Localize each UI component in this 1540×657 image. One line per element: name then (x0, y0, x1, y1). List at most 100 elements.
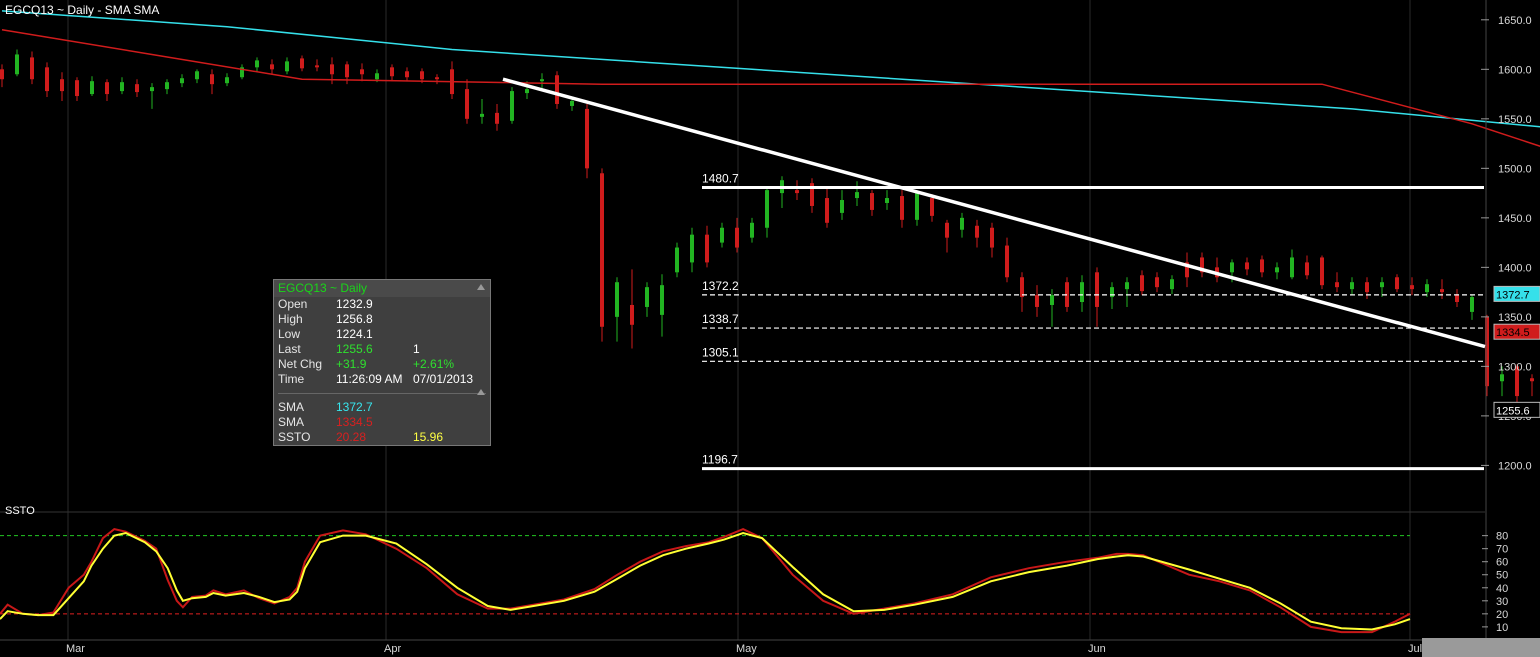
candle-body (120, 82, 124, 92)
candle-body (675, 247, 679, 273)
candle-body (645, 287, 649, 307)
low-value: 1224.1 (336, 327, 373, 341)
candle-body (1125, 282, 1129, 290)
candle-body (930, 198, 934, 216)
candle-body (480, 113, 484, 117)
candle-body (735, 227, 739, 248)
candle-body (555, 75, 559, 104)
candle-body (1080, 282, 1084, 303)
sma-fast-label: SMA (278, 415, 305, 429)
candle-body (1425, 284, 1429, 293)
panel-divider (278, 389, 486, 395)
candle-body (345, 64, 349, 78)
candle-body (885, 198, 889, 203)
candle-body (525, 89, 529, 94)
low-label: Low (278, 327, 301, 341)
candle-body (855, 192, 859, 199)
ssto-row: SSTO 20.28 15.96 (274, 430, 490, 445)
candle-body (1515, 366, 1519, 397)
candle-body (1335, 282, 1339, 288)
candle-body (1050, 295, 1054, 305)
candle-body (825, 198, 829, 223)
candle-body (1200, 257, 1204, 273)
ssto-d-line (0, 531, 1411, 631)
candle-body (540, 79, 544, 82)
candle-body (1440, 289, 1444, 293)
candle-body (1485, 316, 1489, 387)
y-tick-label: 1550.0 (1498, 114, 1532, 126)
ssto-lines (0, 528, 1411, 634)
candle-body (135, 84, 139, 93)
x-tick-label: Mar (66, 643, 85, 655)
candle-body (915, 193, 919, 220)
candle-body (615, 282, 619, 317)
y-tick-label: 1300.0 (1498, 361, 1532, 373)
low-row: Low 1224.1 (274, 327, 490, 342)
level-label: 1338.7 (702, 312, 739, 326)
ssto-label: SSTO (5, 505, 35, 517)
sma-slow-line (1, 10, 1540, 128)
candle-body (1500, 374, 1504, 382)
level-label: 1480.7 (702, 171, 739, 185)
candle-body (45, 67, 49, 92)
candle-body (1005, 245, 1009, 278)
y-tick-label: 1350.0 (1498, 312, 1532, 324)
sma-slow-value: 1372.7 (336, 400, 373, 414)
candle-body (270, 64, 274, 70)
high-label: High (278, 312, 303, 326)
candle-body (75, 80, 79, 97)
data-window-header[interactable]: EGCQ13 ~ Daily (274, 280, 490, 297)
candle-body (435, 77, 439, 80)
candle-body (1365, 282, 1369, 293)
ssto-d-value: 15.96 (413, 430, 444, 444)
y-tick-label: 1600.0 (1498, 64, 1532, 76)
candle-body (1395, 277, 1399, 290)
candle-body (150, 87, 154, 92)
candle-body (1155, 277, 1159, 288)
candle-body (1380, 282, 1384, 288)
candles (0, 49, 1534, 404)
price-tag-box (1493, 323, 1540, 340)
candle-body (750, 222, 754, 238)
x-tick-label: Apr (384, 643, 401, 655)
candle-body (180, 78, 184, 84)
price-tag-label: 1334.5 (1496, 327, 1530, 339)
sma-fast-value: 1334.5 (336, 415, 373, 429)
collapse-up-icon[interactable] (477, 284, 485, 290)
ssto-y-tick-label: 50 (1496, 570, 1508, 582)
sma-slow-label: SMA (278, 400, 305, 414)
candle-body (0, 69, 4, 80)
open-value: 1232.9 (336, 297, 373, 311)
net-chg-row: Net Chg +31.9 +2.61% (274, 357, 490, 372)
candle-body (1320, 257, 1324, 286)
sma-lines (1, 10, 1540, 147)
candle-body (105, 82, 109, 95)
price-tag-label: 1255.6 (1496, 405, 1530, 417)
candle-body (90, 81, 94, 95)
candle-body (600, 173, 604, 327)
candle-body (570, 101, 574, 106)
candle-body (810, 183, 814, 206)
candle-body (1260, 259, 1264, 273)
candle-body (240, 67, 244, 78)
candle-body (1095, 272, 1099, 307)
candle-body (1410, 285, 1414, 290)
candle-body (1185, 262, 1189, 278)
candle-body (225, 77, 229, 84)
ssto-y-tick-label: 40 (1496, 583, 1508, 595)
ssto-y-tick-label: 60 (1496, 557, 1508, 569)
candle-body (285, 61, 289, 72)
candle-body (795, 190, 799, 194)
level-label: 1196.7 (702, 453, 738, 467)
candle-body (315, 65, 319, 68)
candle-body (960, 217, 964, 230)
sma-fast-row: SMA 1334.5 (274, 415, 490, 430)
ssto-y-tick-label: 30 (1496, 596, 1508, 608)
candle-body (840, 200, 844, 213)
x-tick-label: Jul (1408, 643, 1422, 655)
last-value: 1255.6 (336, 342, 373, 356)
candle-body (1305, 262, 1309, 276)
data-window[interactable]: EGCQ13 ~ Daily Open 1232.9 High 1256.8 L… (273, 279, 491, 446)
collapse-up-icon-2[interactable] (477, 389, 485, 395)
candle-body (495, 112, 499, 124)
